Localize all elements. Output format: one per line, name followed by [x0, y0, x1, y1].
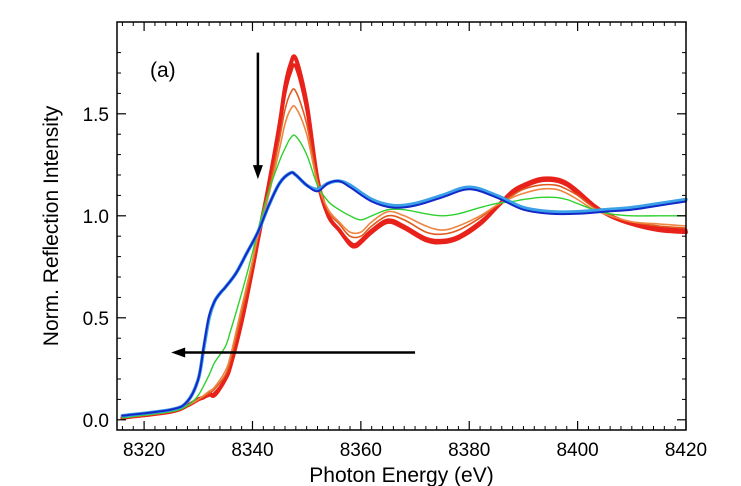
tick-labels: 8320 8340 8360 8380 8400 8420 0.0 0.5 1.0 1.5: [83, 105, 708, 461]
panel-label: (a): [150, 59, 176, 82]
axis-ticks: [117, 22, 687, 430]
series-line-1: [120, 54, 688, 420]
y-tick-label: 1.5: [83, 105, 109, 126]
x-axis-title: Photon Energy (eV): [309, 464, 493, 486]
y-tick-label: 0.0: [83, 411, 109, 432]
y-tick-label: 1.0: [83, 207, 109, 228]
down-arrow-head: [252, 165, 263, 180]
x-tick-label: 8360: [340, 440, 382, 461]
curves-layer: [120, 54, 688, 420]
x-tick-label: 8420: [665, 440, 707, 461]
plot-frame: [116, 21, 687, 431]
x-tick-label: 8320: [123, 440, 165, 461]
series-line-2: [120, 63, 688, 420]
x-tick-label: 8340: [231, 440, 273, 461]
series-line-7: [121, 171, 687, 417]
arrows-layer: [171, 52, 416, 358]
x-tick-label: 8380: [448, 440, 490, 461]
y-axis-title: Norm. Reflection Intensity: [40, 105, 63, 346]
y-tick-label: 0.5: [83, 309, 109, 330]
series-line-5: [121, 134, 687, 419]
x-tick-label: 8400: [556, 440, 598, 461]
left-arrow-head: [171, 347, 186, 358]
series-line-3: [121, 88, 687, 419]
series-line-4: [121, 105, 687, 419]
